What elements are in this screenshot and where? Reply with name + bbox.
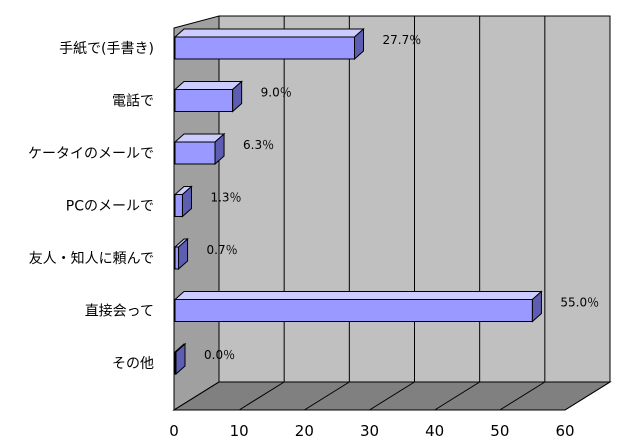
x-axis-tick-labels: 0 10 20 30 40 50 60 [169,422,574,440]
x-tick-label: 30 [360,422,379,440]
data-label: 55.0％ [560,296,599,310]
bar-top [173,291,543,300]
value-labels: 27.7％ 9.0％ 6.3％ 1.3％ 0.7％ 55.0％ 0.0％ [204,33,599,362]
bar-side [181,185,192,218]
floor-gridline [173,381,220,411]
x-tick-label: 0 [169,422,179,440]
x-tick-label: 10 [230,422,249,440]
data-label: 6.3％ [243,138,274,152]
data-label: 27.7％ [383,33,422,47]
floor-gridline [369,381,415,411]
x-tick-label: 20 [295,422,314,440]
bar-side [354,27,365,61]
data-label: 0.7％ [207,243,238,257]
x-tick-label: 60 [555,422,574,440]
bar-front [174,246,180,270]
bar [173,27,365,61]
category-label: 電話で [112,93,154,110]
bar-front [174,299,533,322]
bar-side [232,80,243,113]
bar-top [173,28,365,38]
bar-front [174,141,216,165]
category-label: 友人・知人に頼んで [29,250,154,267]
data-label: 9.0％ [261,86,292,100]
bar-side [214,132,225,166]
bar-front [174,89,234,112]
category-label: 直接会って [85,303,154,320]
bar [173,132,226,166]
bar-front [174,194,183,217]
category-label: 手紙で(手書き) [59,41,154,57]
data-label: 0.0％ [204,348,235,362]
x-tick-label: 40 [425,422,444,440]
bar [173,80,243,113]
bar [173,290,543,323]
bar [173,185,193,218]
bar-side [175,342,186,376]
data-label: 1.3％ [210,191,241,205]
floor-gridline [304,381,350,411]
bar-side [178,237,189,271]
floor-gridline [499,381,546,411]
category-label: ケータイのメールで [28,146,154,162]
chart-bars [173,27,543,376]
floor-gridline [434,381,480,411]
bar-front [174,36,356,60]
bar [173,237,189,271]
floor-gridline [564,381,611,411]
x-tick-label: 50 [490,422,509,440]
category-label: PCのメールで [66,199,154,215]
bar-top [173,81,243,90]
floor-gridline [238,381,285,411]
bar [173,342,187,376]
category-label: その他 [112,356,154,372]
bar-side [531,290,542,323]
